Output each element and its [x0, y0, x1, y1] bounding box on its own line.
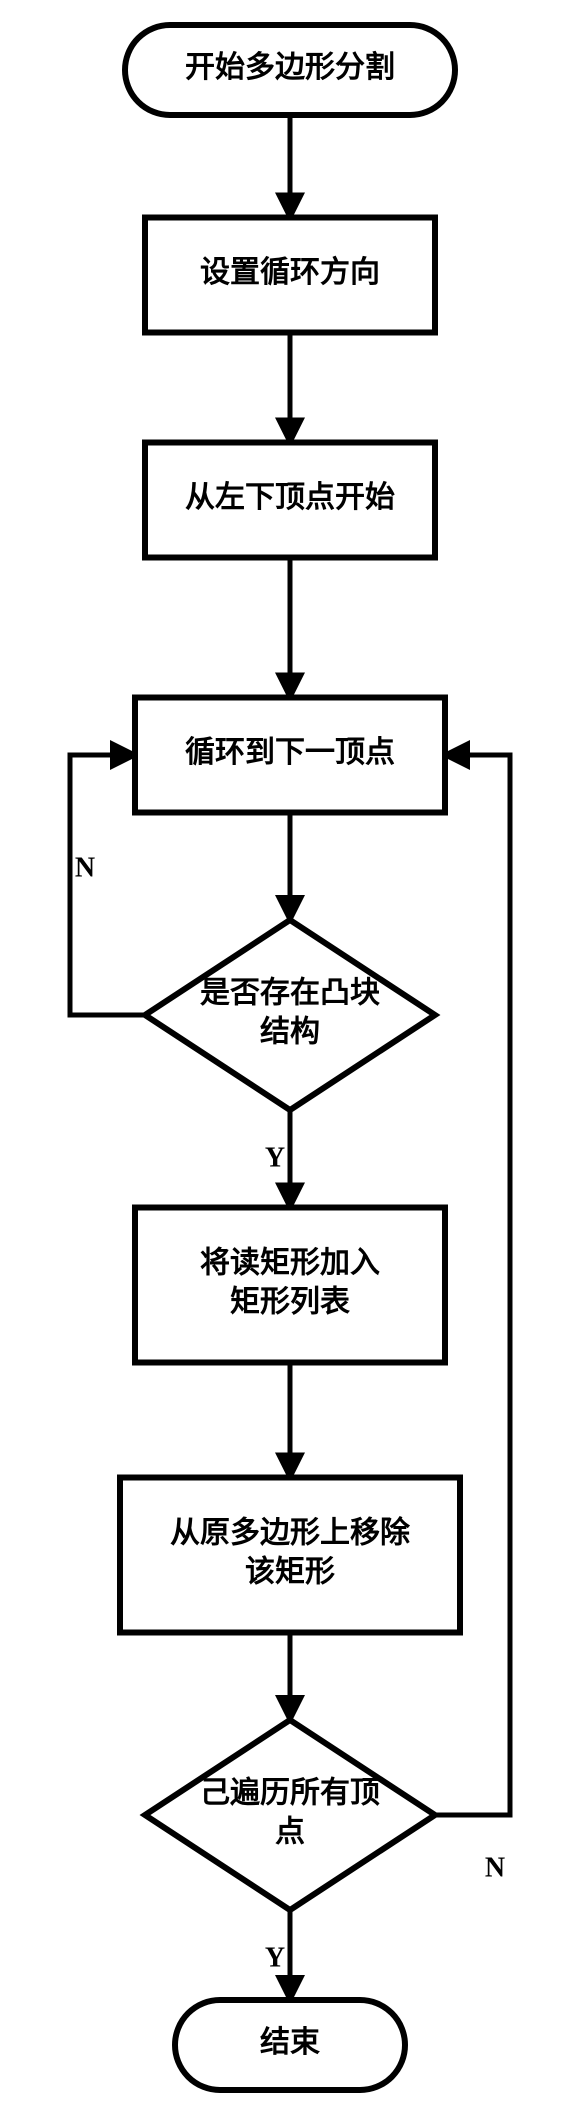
flow-edge-label-allvert-loopnext: N [485, 1852, 505, 1883]
flow-node-text-addrect-line1: 矩形列表 [230, 1285, 350, 1318]
flow-node-text-startbl-line0: 从左下顶点开始 [185, 481, 395, 514]
flow-node-text-end-line0: 结束 [260, 2026, 320, 2059]
flow-node-text-remove-line1: 该矩形 [245, 1555, 335, 1588]
flow-node-text-setdir-line0: 设置循环方向 [200, 255, 380, 289]
flow-node-text-start-line0: 开始多边形分割 [185, 51, 395, 84]
flow-node-text-allvert-line0: 己遍历所有顶 [200, 1776, 380, 1809]
flow-edge-label-allvert-end: Y [265, 1942, 285, 1973]
flow-node-text-convex-line0: 是否存在凸块 [200, 976, 380, 1009]
flow-node-text-loopnext-line0: 循环到下一顶点 [185, 736, 395, 769]
flow-edge-label-convex-loopnext: N [75, 852, 95, 883]
flow-node-text-allvert-line1: 点 [275, 1815, 305, 1848]
flow-node-text-remove-line0: 从原多边形上移除 [170, 1515, 411, 1549]
flow-edge-label-convex-addrect: Y [265, 1142, 285, 1173]
flow-node-text-addrect-line0: 将读矩形加入 [200, 1246, 380, 1279]
flow-node-text-convex-line1: 结构 [260, 1015, 320, 1048]
